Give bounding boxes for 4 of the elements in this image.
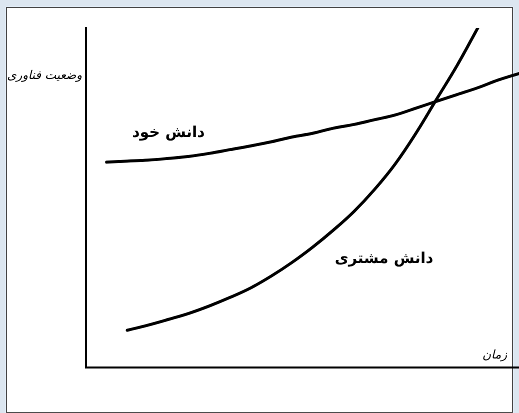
y-axis-title: وضعیت فناوری — [7, 68, 82, 82]
series-label: دانش مشتری — [334, 248, 434, 267]
x-axis-title: زمان — [482, 348, 508, 362]
series-label: دانش خود — [132, 122, 206, 141]
